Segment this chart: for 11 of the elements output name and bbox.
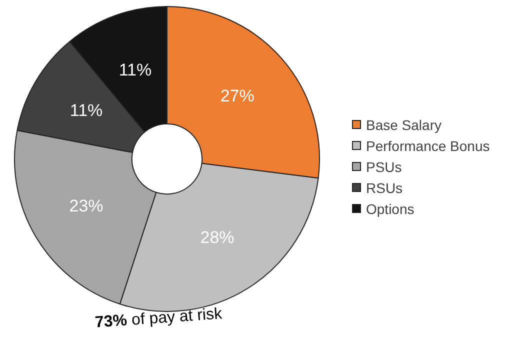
legend-label: Performance Bonus	[365, 136, 490, 156]
data-label: 11%	[118, 60, 152, 80]
data-label: 11%	[70, 100, 103, 120]
data-label: 27%	[220, 86, 254, 106]
legend-label: PSUs	[365, 158, 403, 176]
data-label: 28%	[200, 228, 234, 247]
text: 73% of pay at risk	[94, 306, 223, 332]
data-label: 23%	[69, 196, 104, 216]
legend-label: RSUs	[365, 178, 404, 198]
legend-label: Base Salary	[365, 116, 442, 135]
legend-label: Options	[365, 200, 416, 219]
